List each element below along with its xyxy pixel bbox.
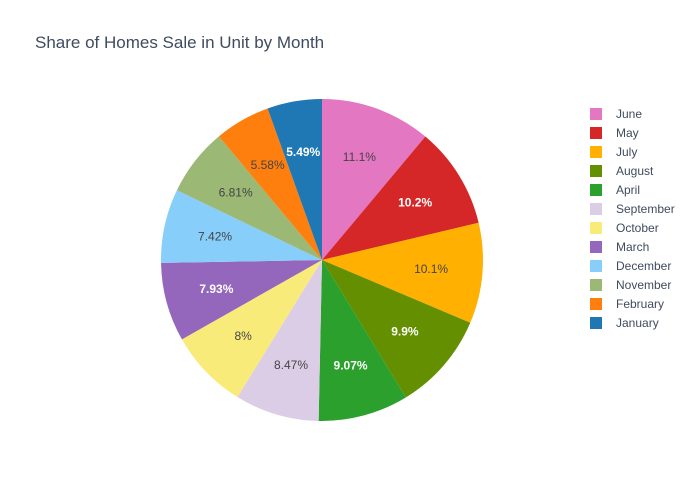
legend-swatch xyxy=(590,298,602,310)
legend-item-september[interactable]: September xyxy=(590,202,675,216)
pie-slice-february[interactable] xyxy=(218,108,322,260)
chart-title: Share of Homes Sale in Unit by Month xyxy=(35,33,325,52)
legend-label: July xyxy=(616,145,637,159)
pie-label-february: 5.58% xyxy=(251,158,285,172)
legend-item-march[interactable]: March xyxy=(590,240,649,254)
pie-label-july: 10.1% xyxy=(414,262,448,276)
legend-label: November xyxy=(616,278,671,292)
legend-swatch xyxy=(590,279,602,291)
legend-item-november[interactable]: November xyxy=(590,278,671,292)
legend-label: April xyxy=(616,183,640,197)
pie-labels: 11.1% 10.2% 10.1% 9.9% 9.07% 8.47% 8% 7.93% 7.42… xyxy=(198,145,448,373)
legend-item-april[interactable]: April xyxy=(590,183,640,197)
legend-item-may[interactable]: May xyxy=(590,126,639,140)
legend-swatch xyxy=(590,146,602,158)
legend-swatch xyxy=(590,317,602,329)
pie-label-january: 5.49% xyxy=(286,145,320,159)
pie-slice-may[interactable] xyxy=(322,136,479,260)
legend-label: February xyxy=(616,297,664,311)
legend-swatch xyxy=(590,165,602,177)
legend-item-august[interactable]: August xyxy=(590,164,654,178)
legend-item-february[interactable]: February xyxy=(590,297,664,311)
pie-label-june: 11.1% xyxy=(343,150,376,164)
legend-item-july[interactable]: July xyxy=(590,145,637,159)
pie-label-november: 6.81% xyxy=(219,186,253,200)
legend-label: June xyxy=(616,107,642,121)
legend-swatch xyxy=(590,184,602,196)
legend-label: September xyxy=(616,202,675,216)
legend-item-january[interactable]: January xyxy=(590,316,659,330)
pie-label-april: 9.07% xyxy=(334,359,368,373)
legend: June May July August April September October Ma… xyxy=(590,107,675,330)
pie-slice-october[interactable] xyxy=(181,260,322,398)
pie-slice-december[interactable] xyxy=(161,190,322,263)
pie-label-october: 8% xyxy=(234,329,252,343)
pie-slice-june[interactable] xyxy=(322,98,426,260)
pie-slices xyxy=(161,98,483,421)
pie-label-august: 9.9% xyxy=(391,324,419,338)
legend-label: March xyxy=(616,240,649,254)
legend-swatch xyxy=(590,222,602,234)
legend-label: October xyxy=(616,221,659,235)
pie-label-september: 8.47% xyxy=(274,358,308,372)
legend-item-june[interactable]: June xyxy=(590,107,642,121)
legend-label: January xyxy=(616,316,659,330)
legend-swatch xyxy=(590,127,602,139)
pie-slice-january[interactable] xyxy=(267,98,322,260)
legend-swatch xyxy=(590,241,602,253)
legend-item-december[interactable]: December xyxy=(590,259,671,273)
legend-label: August xyxy=(616,164,654,178)
pie-slice-september[interactable] xyxy=(237,260,322,421)
pie-slice-november[interactable] xyxy=(176,136,322,260)
pie-label-march: 7.93% xyxy=(199,282,233,296)
legend-label: May xyxy=(616,126,639,140)
pie-label-december: 7.42% xyxy=(198,230,232,244)
legend-item-october[interactable]: October xyxy=(590,221,659,235)
pie-slice-april[interactable] xyxy=(318,260,406,421)
legend-swatch xyxy=(590,203,602,215)
pie-slice-march[interactable] xyxy=(161,260,322,340)
pie-slice-august[interactable] xyxy=(322,260,471,398)
legend-swatch xyxy=(590,260,602,272)
legend-label: December xyxy=(616,259,671,273)
pie-slice-july[interactable] xyxy=(322,222,483,323)
legend-swatch xyxy=(590,108,602,120)
pie-label-may: 10.2% xyxy=(398,195,432,209)
